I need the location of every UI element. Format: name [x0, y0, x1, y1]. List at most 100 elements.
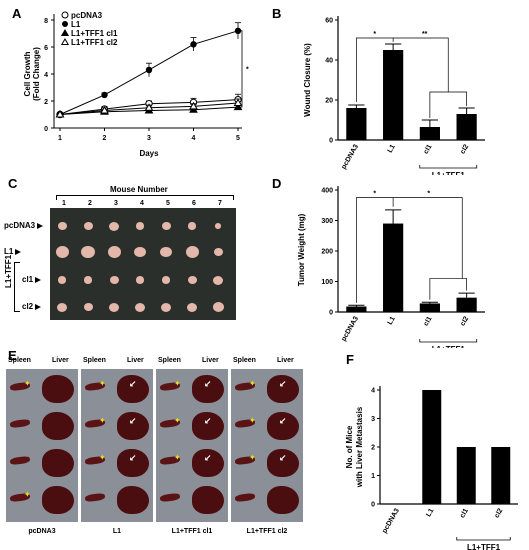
- data-point: [101, 91, 108, 99]
- e-column-label: L1+TFF1 cl2: [246, 528, 288, 535]
- liver: [42, 412, 74, 440]
- x-tick-label-cl1: cl1: [423, 315, 434, 327]
- legend-label: L1+TFF1 cl2: [71, 38, 118, 47]
- x-tick-label: 3: [147, 135, 151, 142]
- y-tick-label: 0: [329, 138, 333, 145]
- y-tick-label: 1: [371, 473, 375, 480]
- y-tick-label: 6: [44, 45, 48, 52]
- tumor: [109, 275, 119, 285]
- e-spleen-label: Spleen: [158, 357, 181, 364]
- data-point: [145, 66, 153, 74]
- tumor: [58, 276, 66, 284]
- sig-left: *: [373, 31, 376, 38]
- metastasis-star-icon: ✦: [99, 379, 106, 388]
- tumor: [83, 302, 93, 312]
- liver: [42, 486, 74, 514]
- e-photo-column: ✦ ↙ ✦ ↙ ✦ ↙: [81, 369, 153, 522]
- mouse-number: 7: [218, 200, 222, 207]
- data-point: [100, 105, 109, 114]
- y-axis-title: Tumor Weight (mg): [297, 213, 306, 286]
- tumor: [57, 221, 67, 231]
- arrow-icon: ↙: [204, 453, 212, 463]
- y-axis-title-2: with Liver Metastasis: [355, 406, 364, 488]
- metastasis-star-icon: ✦: [174, 379, 181, 388]
- metastasis-star-icon: ✦: [174, 453, 181, 462]
- x-tick-label-cl1: cl1: [423, 143, 434, 155]
- legend-label: pcDNA3: [71, 11, 103, 20]
- sig-left: *: [373, 191, 376, 198]
- y-tick-label: 3: [371, 416, 375, 423]
- x-tick-label-cl2: cl2: [459, 315, 470, 327]
- liver: [42, 449, 74, 477]
- sig-right: *: [427, 191, 430, 198]
- bar-L1: [383, 223, 404, 312]
- y-tick-label: 0: [44, 126, 48, 133]
- tumor: [161, 221, 171, 231]
- liver: [267, 486, 299, 514]
- data-point: [190, 41, 197, 48]
- tumor: [57, 302, 67, 312]
- tumor: [188, 222, 196, 230]
- data-point: [144, 103, 154, 111]
- group-label: L1+TFF1: [467, 543, 501, 550]
- y-tick-label: 40: [325, 58, 333, 65]
- x-tick-label-cl2: cl2: [494, 507, 505, 519]
- mouse-number-title: Mouse Number: [110, 185, 168, 194]
- x-tick-label-L1: L1: [387, 315, 397, 326]
- tumor: [162, 276, 170, 284]
- tumor-row-label-cl2: cl2: [22, 302, 42, 311]
- mouse-number-bracket: [56, 195, 234, 200]
- tumor-row-label-cl1: cl1: [22, 275, 42, 284]
- group-bracket: [419, 165, 478, 169]
- arrow-icon: ↙: [279, 416, 287, 426]
- spleen: [234, 492, 256, 503]
- tumor: [84, 276, 92, 284]
- sig-bracket-group: [429, 278, 467, 300]
- legend-marker: [62, 21, 68, 27]
- sig-bracket-left: [356, 37, 394, 102]
- group-bracket: [419, 339, 478, 343]
- tumor: [212, 302, 224, 312]
- liver: [117, 412, 149, 440]
- y-axis-title-1: Cell Growth: [23, 51, 32, 96]
- e-spleen-label: Spleen: [83, 357, 106, 364]
- tumor: [187, 302, 197, 312]
- e-column-label: L1: [112, 528, 122, 535]
- liver: [117, 486, 149, 514]
- tumor-row-label-pcDNA3: pcDNA3: [4, 221, 44, 230]
- tumor: [160, 246, 172, 258]
- bar-cl2: [491, 447, 511, 504]
- x-tick-label: 4: [192, 135, 196, 142]
- y-tick-label: 60: [325, 18, 333, 25]
- metastasis-star-icon: ✦: [174, 416, 181, 425]
- y-tick-label: 400: [321, 188, 333, 195]
- y-tick-label: 0: [329, 310, 333, 317]
- mouse-number: 1: [62, 200, 66, 207]
- e-column-label: pcDNA3: [28, 528, 56, 535]
- data-point: [189, 101, 198, 110]
- panel-label-a: A: [12, 6, 22, 21]
- tumor: [185, 246, 199, 258]
- y-tick-label: 8: [44, 18, 48, 25]
- e-photo-column: ✦ ↙ ✦ ↙ ✦ ↙: [156, 369, 228, 522]
- y-tick-label: 2: [44, 99, 48, 106]
- liver: [267, 412, 299, 440]
- liver: [192, 412, 224, 440]
- panel-label-e: E: [8, 348, 17, 363]
- group-label: L1+TFF1: [432, 345, 466, 348]
- y-axis-title-2: (Fold Change): [32, 47, 41, 101]
- x-tick-label-pcDNA3: pcDNA3: [340, 143, 360, 170]
- y-tick-label: 0: [371, 502, 375, 509]
- tumor: [213, 275, 223, 285]
- e-liver-label: Liver: [52, 357, 69, 364]
- row-arrow-icon: [37, 222, 44, 229]
- y-tick-label: 4: [371, 388, 375, 395]
- metastasis-star-icon: ✦: [24, 490, 31, 499]
- row-arrow-icon: [35, 276, 42, 283]
- mouse-number: 2: [88, 200, 92, 207]
- mouse-number: 6: [192, 200, 196, 207]
- x-tick-label-L1: L1: [387, 143, 397, 154]
- liver: [42, 375, 74, 403]
- tumor: [109, 221, 119, 231]
- tumor: [107, 246, 121, 258]
